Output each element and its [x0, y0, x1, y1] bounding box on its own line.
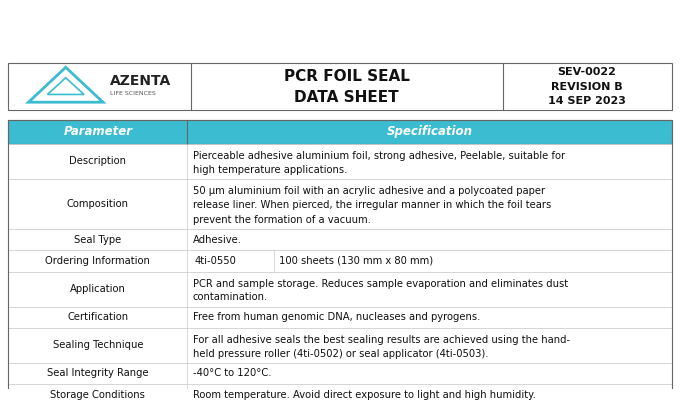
Text: held pressure roller (4ti-0502) or seal applicator (4ti-0503).: held pressure roller (4ti-0502) or seal …: [192, 349, 488, 359]
Text: prevent the formation of a vacuum.: prevent the formation of a vacuum.: [192, 215, 371, 225]
FancyBboxPatch shape: [8, 64, 672, 110]
Text: high temperature applications.: high temperature applications.: [192, 164, 347, 174]
Text: Description: Description: [69, 156, 126, 166]
Text: Seal Integrity Range: Seal Integrity Range: [47, 368, 148, 378]
Text: Sealing Technique: Sealing Technique: [52, 340, 143, 350]
Text: Seal Type: Seal Type: [74, 235, 122, 245]
Text: AZENTA: AZENTA: [109, 74, 171, 88]
Text: For all adhesive seals the best sealing results are achieved using the hand-: For all adhesive seals the best sealing …: [192, 335, 570, 345]
Text: 4ti-0550: 4ti-0550: [194, 256, 236, 266]
Text: LIFE SCIENCES: LIFE SCIENCES: [109, 91, 156, 96]
Text: Room temperature. Avoid direct exposure to light and high humidity.: Room temperature. Avoid direct exposure …: [192, 390, 536, 400]
FancyBboxPatch shape: [8, 250, 672, 272]
Text: Composition: Composition: [67, 199, 129, 209]
FancyBboxPatch shape: [8, 384, 672, 400]
Text: Specification: Specification: [387, 125, 473, 138]
Text: Pierceable adhesive aluminium foil, strong adhesive, Peelable, suitable for: Pierceable adhesive aluminium foil, stro…: [192, 150, 565, 160]
Text: -40°C to 120°C.: -40°C to 120°C.: [192, 368, 271, 378]
Text: Ordering Information: Ordering Information: [46, 256, 150, 266]
FancyBboxPatch shape: [8, 229, 672, 250]
FancyBboxPatch shape: [8, 178, 672, 229]
Text: SEV-0022
REVISION B
14 SEP 2023: SEV-0022 REVISION B 14 SEP 2023: [548, 67, 626, 106]
Text: Parameter: Parameter: [63, 125, 132, 138]
FancyBboxPatch shape: [8, 328, 672, 363]
Text: 100 sheets (130 mm x 80 mm): 100 sheets (130 mm x 80 mm): [279, 256, 433, 266]
Text: Free from human genomic DNA, nucleases and pyrogens.: Free from human genomic DNA, nucleases a…: [192, 312, 480, 322]
Text: Adhesive.: Adhesive.: [192, 235, 242, 245]
Text: Application: Application: [70, 284, 126, 294]
Text: 50 µm aluminium foil with an acrylic adhesive and a polycoated paper: 50 µm aluminium foil with an acrylic adh…: [192, 186, 545, 196]
FancyBboxPatch shape: [8, 306, 672, 328]
Text: Storage Conditions: Storage Conditions: [50, 390, 146, 400]
Text: contamination.: contamination.: [192, 292, 268, 302]
FancyBboxPatch shape: [8, 272, 672, 306]
Text: Certification: Certification: [67, 312, 129, 322]
Text: PCR FOIL SEAL
DATA SHEET: PCR FOIL SEAL DATA SHEET: [284, 69, 410, 105]
FancyBboxPatch shape: [8, 144, 672, 178]
FancyBboxPatch shape: [8, 120, 672, 144]
FancyBboxPatch shape: [8, 363, 672, 384]
Text: PCR and sample storage. Reduces sample evaporation and eliminates dust: PCR and sample storage. Reduces sample e…: [192, 278, 568, 288]
Text: release liner. When pierced, the irregular manner in which the foil tears: release liner. When pierced, the irregul…: [192, 200, 551, 210]
